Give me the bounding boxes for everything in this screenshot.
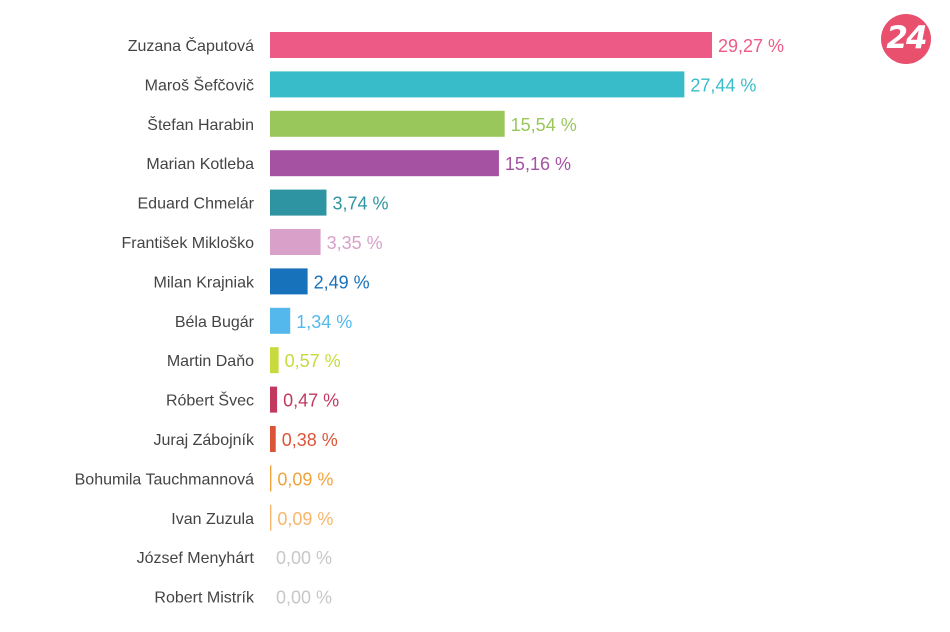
value-label: 1,34 % (296, 312, 352, 332)
category-label: Marian Kotleba (146, 156, 254, 173)
value-label: 0,57 % (285, 351, 341, 371)
category-label: Ivan Zuzula (171, 511, 254, 528)
value-label: 0,00 % (276, 588, 332, 608)
bar[interactable] (270, 150, 499, 177)
value-label: 2,49 % (314, 272, 370, 292)
bar[interactable] (270, 189, 327, 216)
category-label: František Mikloško (122, 235, 255, 252)
value-label: 15,16 % (505, 154, 571, 174)
value-label: 0,47 % (283, 391, 339, 411)
category-label: Milan Krajniak (154, 274, 255, 291)
value-label: 29,27 % (718, 36, 784, 56)
bar[interactable] (270, 229, 321, 255)
category-label: Juraj Zábojník (154, 432, 255, 449)
value-label: 15,54 % (511, 115, 577, 135)
category-label: Martin Daňo (167, 353, 254, 370)
category-label: Maroš Šefčovič (145, 75, 254, 94)
bar[interactable] (270, 426, 276, 452)
value-label: 0,09 % (277, 469, 333, 489)
bar[interactable] (270, 347, 279, 374)
bar[interactable] (270, 307, 291, 334)
site-logo[interactable]: 24 (881, 14, 931, 64)
bar[interactable] (270, 32, 712, 58)
category-label: Bohumila Tauchmannová (75, 471, 254, 488)
category-label: Štefan Harabin (147, 115, 254, 134)
value-label: 3,35 % (327, 233, 383, 253)
category-label: Eduard Chmelár (138, 196, 255, 213)
category-label: József Menyhárt (137, 550, 255, 567)
bar[interactable] (270, 110, 505, 137)
category-label: Robert Mistrík (154, 590, 255, 607)
value-label: 27,44 % (690, 75, 756, 95)
value-label: 3,74 % (332, 194, 388, 214)
bar[interactable] (270, 386, 278, 413)
logo-text: 24 (886, 20, 927, 56)
category-label: Zuzana Čaputová (128, 36, 254, 55)
category-label: Béla Bugár (175, 314, 255, 331)
value-label: 0,38 % (282, 430, 338, 450)
value-label: 0,00 % (276, 548, 332, 568)
bar[interactable] (270, 71, 685, 98)
bar[interactable] (270, 268, 308, 295)
category-label: Róbert Švec (166, 391, 254, 410)
bar[interactable] (270, 504, 272, 531)
value-label: 0,09 % (277, 509, 333, 529)
bar[interactable] (270, 465, 272, 492)
